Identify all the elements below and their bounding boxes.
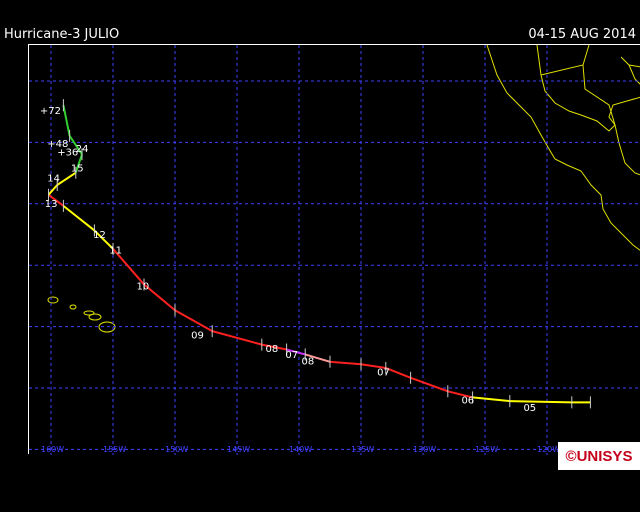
track-label: 13: [45, 199, 58, 210]
track-segment: [472, 396, 510, 403]
longitude-label: 130W: [413, 445, 436, 454]
coastline-segment: [582, 64, 616, 126]
coastline-segment: [628, 64, 640, 85]
longitude-label: 120W: [537, 445, 560, 454]
map-canvas: 40N35N30N25N20N15N10N 160W155W150W145W14…: [5, 44, 640, 455]
track-label: 09: [191, 330, 204, 341]
island-outline: [83, 310, 95, 316]
longitude-label: 125W: [475, 445, 498, 454]
track-segment: [62, 205, 96, 232]
coastline-segment: [620, 56, 640, 68]
unisys-logo: ©UNISYS: [558, 442, 640, 470]
track-label: +48: [47, 139, 68, 150]
island-outline: [88, 313, 102, 321]
coastline-segment: [486, 44, 640, 251]
longitude-label: 135W: [351, 445, 374, 454]
longitude-label: 140W: [289, 445, 312, 454]
track-label: 14: [47, 173, 60, 184]
track-segment: [286, 348, 306, 356]
track-segment: [329, 360, 362, 366]
track-segment: [47, 194, 64, 207]
longitude-label: 145W: [227, 445, 250, 454]
logo-text: ©UNISYS: [565, 447, 633, 465]
storm-title: Hurricane-3 JULIO: [4, 27, 120, 42]
track-label: 11: [109, 246, 122, 257]
coastline-segment: [536, 44, 640, 132]
track-segment: [143, 283, 176, 312]
track-label: 05: [523, 403, 536, 414]
track-segment: [304, 353, 331, 363]
longitude-label: 155W: [103, 445, 126, 454]
longitude-labels: 160W 155W 150W 145W 140W 135W 130W 125W 120W: [41, 445, 560, 454]
track-segment: [62, 104, 71, 137]
track-segment: [447, 390, 473, 399]
track-segment: [174, 309, 213, 332]
track-segment: [385, 367, 411, 379]
storm-track: [47, 104, 591, 404]
track-label: 07: [285, 350, 298, 361]
track-segment: [211, 330, 263, 346]
coastline-segment: [614, 124, 640, 176]
track-segment: [93, 229, 114, 250]
track-segment: [47, 184, 58, 196]
graticule-grid: [29, 45, 640, 455]
track-segment: [410, 376, 449, 393]
track-label: 08: [266, 344, 279, 355]
track-segment: [74, 153, 83, 174]
track-label: 07: [377, 367, 390, 378]
track-label: 10: [137, 281, 150, 292]
coastline-layer: [47, 44, 640, 333]
longitude-label: 150W: [165, 445, 188, 454]
track-segment: [68, 135, 83, 155]
track-segment: [360, 363, 386, 369]
island-outline: [47, 296, 59, 304]
track-label: 24: [76, 144, 89, 155]
header: Hurricane-3 JULIO 04-15 AUG 2014: [0, 0, 640, 44]
track-label: +72: [40, 106, 61, 117]
longitude-label: 160W: [41, 445, 64, 454]
track-label: 06: [461, 396, 474, 407]
track-label: +36: [57, 148, 78, 159]
track-label: 12: [93, 230, 106, 241]
track-ticks: [48, 99, 591, 409]
track-label: 15: [71, 163, 84, 174]
date-range: 04-15 AUG 2014: [528, 27, 636, 42]
island-outline: [69, 304, 77, 310]
track-segment: [112, 248, 145, 286]
track-segment: [261, 343, 287, 351]
coastline-segment: [540, 44, 590, 76]
track-map: 40N35N30N25N20N15N10N 160W155W150W145W14…: [5, 44, 640, 455]
track-segment: [56, 171, 77, 186]
track-label: 08: [301, 356, 314, 367]
track-segment: [509, 400, 572, 404]
